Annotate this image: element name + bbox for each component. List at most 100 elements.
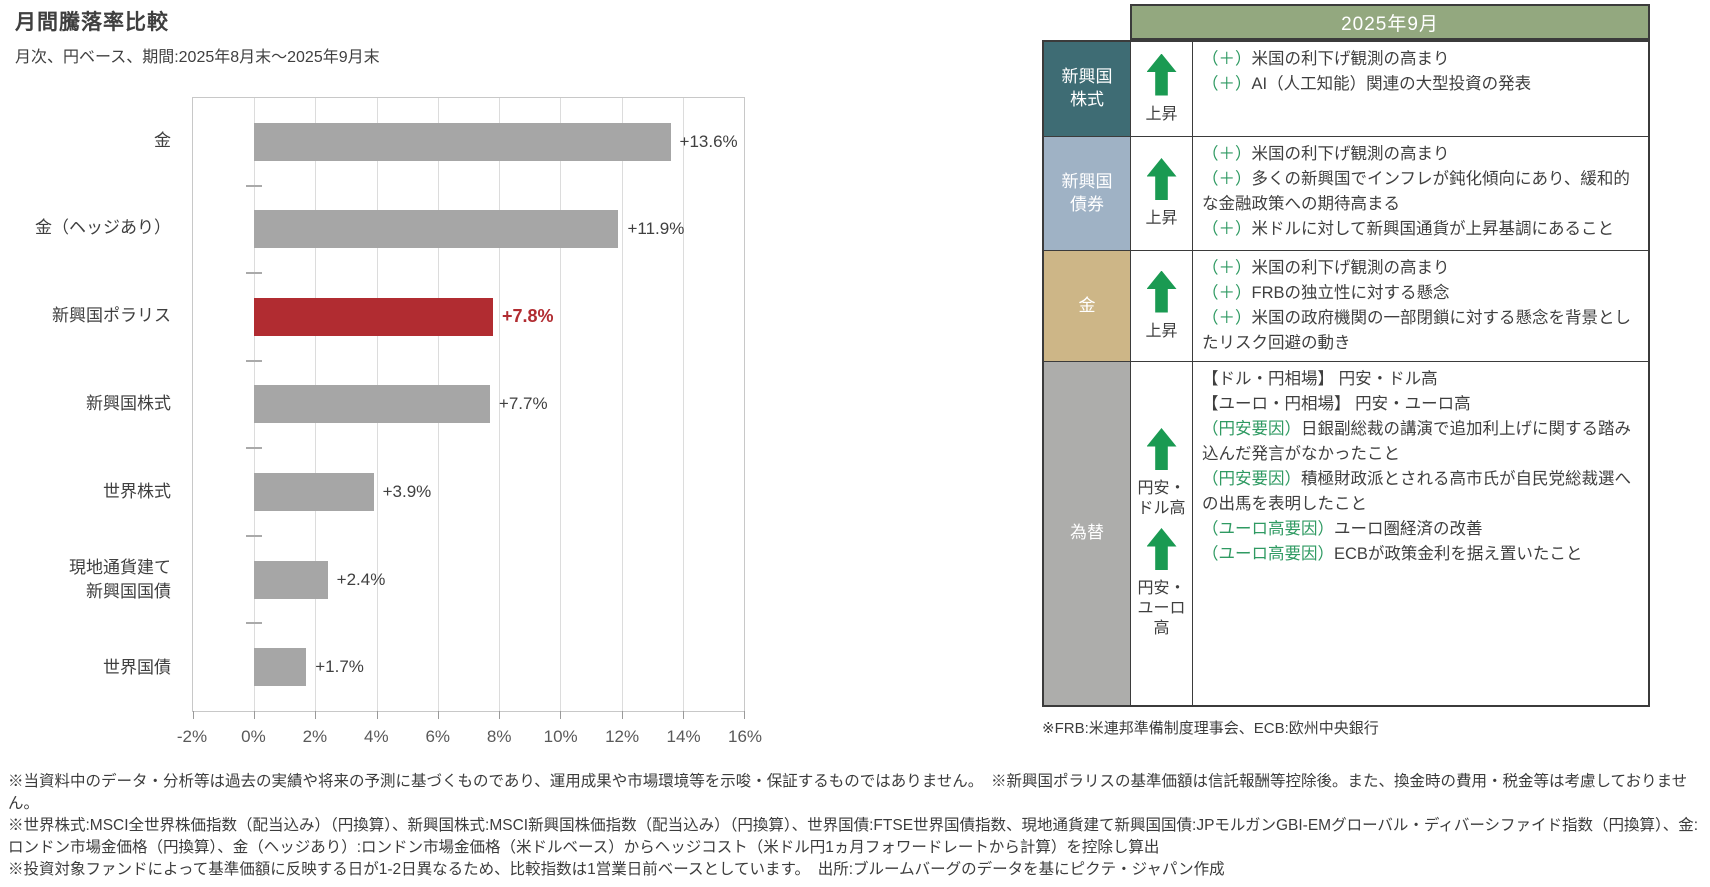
direction-label: 上昇 [1145, 210, 1178, 227]
comment-line: （＋）FRBの独立性に対する懸念 [1202, 284, 1450, 302]
category-label: 金 [154, 130, 171, 150]
commentary-table: 新興国 株式 上昇 （＋）米国の利下げ観測の高まり （＋）AI（人工知能）関連の大型投… [1042, 40, 1650, 707]
bar-value-label: +7.8% [501, 306, 554, 327]
comment-line: （＋）米国の利下げ観測の高まり [1202, 259, 1450, 277]
category-label: 新興国ポラリス [52, 306, 171, 326]
category-label: 新興国株式 [86, 394, 171, 414]
comment-line: （＋）米ドルに対して新興国通貨が上昇基調にあること [1202, 220, 1615, 238]
bar-row: +7.7% [193, 361, 744, 449]
direction-label: 上昇 [1145, 105, 1178, 123]
bar-chart: 金金（ヘッジあり） 新興国ポラリス新興国株式世界株式現地通貨建て 新興国国債世界国… [15, 97, 762, 759]
comment-line: （＋）米国の利下げ観測の高まり [1202, 145, 1450, 163]
comment-line: （ユーロ高要因）ユーロ圏経済の改善 [1202, 520, 1483, 538]
comment-prefix: （＋） [1202, 259, 1252, 277]
chart-plot-area: +13.6% +11.9% +7.8% +7.7% +3.9% +2.4% +1.7% [192, 97, 745, 719]
category-boundary-tick [246, 184, 263, 187]
category-boundary-tick [246, 272, 263, 275]
x-axis-tick [744, 711, 745, 719]
x-axis-tick-label: 8% [486, 727, 512, 746]
category-label: 現地通貨建て 新興国国債 [69, 557, 171, 602]
x-axis-tick-label: 0% [241, 727, 266, 746]
bar-value-label: +3.9% [382, 482, 432, 502]
asset-class-cell: 為替 [1044, 362, 1130, 705]
direction-cell: 円安・ドル高円安・ユーロ高 [1130, 362, 1192, 705]
direction-label: 円安・ドル高 [1137, 480, 1186, 517]
up-arrow-icon [1146, 270, 1177, 313]
comment-prefix: （＋） [1202, 309, 1252, 327]
x-axis-tick [254, 711, 256, 719]
x-axis-tick-label: 14% [666, 727, 701, 746]
comment-prefix: （＋） [1202, 75, 1252, 93]
comment-prefix: （＋） [1202, 145, 1252, 163]
x-axis-tick-label: -2% [176, 727, 208, 746]
comment-prefix: （＋） [1202, 220, 1252, 238]
x-axis-tick [560, 711, 562, 719]
x-axis-tick [315, 711, 317, 719]
footnote-paragraph: ※投資対象ファンドによって基準価額に反映する日が1-2日異なるため、比較指数は1… [8, 861, 1225, 878]
comments-cell: （＋）米国の利下げ観測の高まり （＋）多くの新興国でインフレが鈍化傾向にあり、緩和… [1192, 137, 1648, 250]
bar-row: +1.7% [193, 623, 744, 711]
gridline [621, 98, 623, 711]
category-label: 世界株式 [103, 482, 171, 502]
bar-value-label: +13.6% [679, 131, 738, 151]
direction-label: 円安・ユーロ高 [1137, 580, 1186, 637]
category-label: 世界国債 [103, 657, 171, 677]
comment-prefix: （ユーロ高要因） [1202, 520, 1334, 538]
comments-cell: （＋）米国の利下げ観測の高まり （＋）AI（人工知能）関連の大型投資の発表 [1192, 42, 1648, 136]
bar [254, 473, 374, 512]
bar-value-label: +2.4% [336, 569, 386, 589]
comment-prefix: （円安要因） [1202, 420, 1301, 438]
comment-line: （ユーロ高要因）ECBが政策金利を据え置いたこと [1202, 545, 1583, 563]
comment-prefix: （＋） [1202, 284, 1252, 302]
bar [254, 297, 493, 336]
bar-row: +11.9% [193, 186, 744, 274]
bar-row: +3.9% [193, 448, 744, 536]
asset-class-cell: 新興国 株式 [1044, 42, 1130, 136]
table-footnote: ※FRB:米連邦準備制度理事会、ECB:欧州中央銀行 [1042, 720, 1379, 737]
footnote-paragraph: ※当資料中のデータ・分析等は過去の実績や将来の予測に基づくものであり、運用成果や… [8, 773, 1688, 812]
asset-class-cell: 金 [1044, 251, 1130, 361]
x-axis-tick-label: 12% [605, 727, 640, 746]
bar-row: +13.6% [193, 98, 744, 186]
gridline [682, 98, 684, 711]
chart-title: 月間騰落率比較 [15, 11, 169, 34]
comment-prefix: （＋） [1202, 50, 1252, 68]
table-row: 為替 円安・ドル高 円安・ユーロ高 【ドル・円相場】 円安・ドル高 【ユーロ・円相場】 … [1044, 361, 1648, 705]
comment-prefix: （＋） [1202, 170, 1252, 188]
comment-line: （＋）AI（人工知能）関連の大型投資の発表 [1202, 75, 1532, 93]
x-axis-tick [621, 711, 623, 719]
up-arrow-icon [1146, 428, 1177, 470]
comment-line: 【ユーロ・円相場】 円安・ユーロ高 [1202, 395, 1471, 413]
bar [254, 385, 490, 424]
x-axis-tick [682, 711, 684, 719]
x-axis-tick-label: 2% [302, 727, 328, 746]
bar-row: +7.8% [193, 273, 744, 361]
table-row: 新興国 株式 上昇 （＋）米国の利下げ観測の高まり （＋）AI（人工知能）関連の大型投… [1044, 42, 1648, 136]
category-boundary-tick [246, 534, 263, 537]
comments-cell: 【ドル・円相場】 円安・ドル高 【ユーロ・円相場】 円安・ユーロ高 （円安要因）日銀… [1192, 362, 1648, 705]
gridline [560, 98, 562, 711]
bar [254, 560, 328, 599]
table-period-header: 2025年9月 [1130, 4, 1650, 40]
direction-cell: 上昇 [1130, 137, 1192, 250]
comment-prefix: （円安要因） [1202, 470, 1301, 488]
comment-line: （＋）米国の政府機関の一部閉鎖に対する懸念を背景としたリスク回避の動き [1202, 309, 1631, 352]
chart-subtitle: 月次、円ベース、期間:2025年8月末～2025年9月末 [15, 49, 380, 66]
bar-value-label: +1.7% [315, 657, 364, 677]
footnote-paragraph: ※世界株式:MSCI全世界株価指数（配当込み）（円換算）、新興国株式:MSCI新… [8, 817, 1699, 856]
x-axis-tick [499, 711, 501, 719]
comment-line: （＋）多くの新興国でインフレが鈍化傾向にあり、緩和的な金融政策への期待高まる [1202, 170, 1630, 213]
direction-label: 上昇 [1145, 322, 1178, 340]
bar-row: +2.4% [193, 536, 744, 624]
x-axis-tick [437, 711, 439, 719]
category-boundary-tick [246, 622, 263, 625]
comment-line: （円安要因）積極財政派とされる高市氏が自民党総裁選への出馬を表明したこと [1202, 470, 1631, 513]
bar [254, 122, 671, 161]
direction-cell: 上昇 [1130, 251, 1192, 361]
comment-line: （円安要因）日銀副総裁の講演で追加利上げに関する踏み込んだ発言がなかったこと [1202, 420, 1631, 463]
table-row: 新興国 債券 上昇 （＋）米国の利下げ観測の高まり （＋）多くの新興国でインフレが鈍化… [1044, 136, 1648, 250]
category-label: 金（ヘッジあり） [35, 218, 171, 238]
category-boundary-tick [246, 447, 263, 450]
up-arrow-icon [1146, 53, 1177, 96]
